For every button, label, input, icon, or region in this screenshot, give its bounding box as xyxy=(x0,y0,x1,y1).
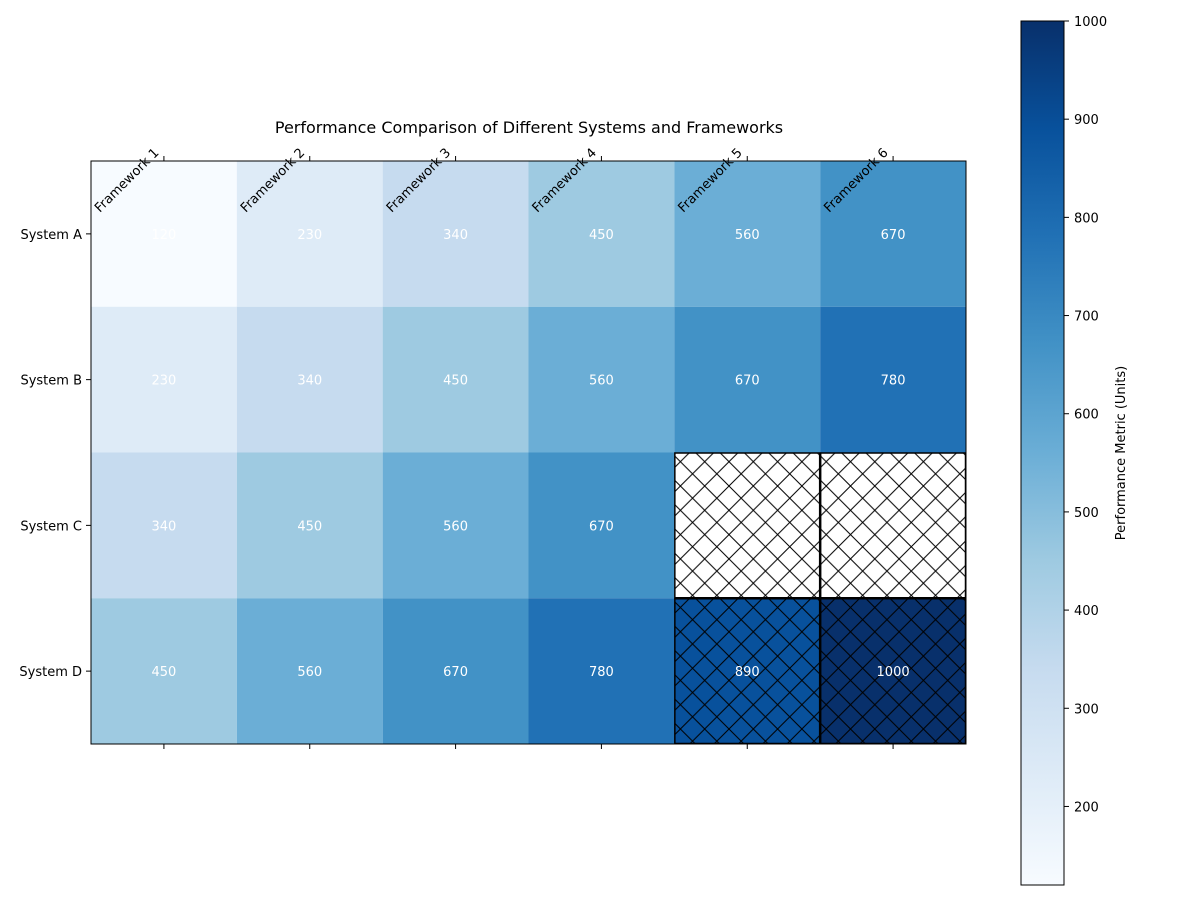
heatmap-cell xyxy=(91,161,237,307)
cell-value-label: 230 xyxy=(152,374,177,389)
hatched-cell-overlay xyxy=(819,452,967,599)
cell-value-label: 450 xyxy=(297,519,322,534)
cell-value-label: 230 xyxy=(297,228,322,243)
colorbar: 200 300 400 500 600 700 800 900 1000 Performance… xyxy=(1020,15,1129,886)
heatmap-cell xyxy=(382,306,529,453)
colorbar-tick-label: 200 xyxy=(1074,800,1099,815)
cell-value-label: 780 xyxy=(881,374,906,389)
colorbar-gradient xyxy=(1020,20,1065,886)
cell-value-label: 450 xyxy=(152,665,177,680)
heatmap-cell xyxy=(820,161,966,307)
cell-value-label: 670 xyxy=(589,519,614,534)
heatmap-cell xyxy=(382,161,529,307)
cell-value-label: 340 xyxy=(297,374,322,389)
heatmap-cell xyxy=(820,306,966,453)
chart-title: Performance Comparison of Different Syst… xyxy=(275,118,783,137)
colorbar-tick-label: 500 xyxy=(1074,506,1099,521)
heatmap-cell xyxy=(528,306,675,453)
heatmap-cell xyxy=(91,598,237,744)
heatmap-cell xyxy=(236,161,383,307)
colorbar-tick-label: 900 xyxy=(1074,113,1099,128)
cell-value-label: 560 xyxy=(735,228,760,243)
heatmap-cell xyxy=(528,598,675,744)
cell-value-label: 560 xyxy=(297,665,322,680)
cell-value-label: 560 xyxy=(589,374,614,389)
cell-value-label: 340 xyxy=(443,228,468,243)
y-tick-label: System D xyxy=(19,665,82,680)
heatmap-cell xyxy=(382,452,529,599)
colorbar-tick-label: 700 xyxy=(1074,310,1099,325)
y-tick-label: System C xyxy=(20,519,82,534)
y-tick-label: System B xyxy=(20,374,82,389)
cell-value-label: 890 xyxy=(735,665,760,680)
cell-value-label: 1000 xyxy=(877,665,910,680)
heatmap-cell xyxy=(91,306,237,453)
heatmap-cell xyxy=(236,452,383,599)
plot-frame xyxy=(90,160,967,745)
colorbar-ticks: 200 300 400 500 600 700 800 900 1000 xyxy=(1064,15,1107,815)
cell-value-label: 450 xyxy=(589,228,614,243)
heatmap-cells xyxy=(91,161,967,745)
colorbar-tick-label: 1000 xyxy=(1074,15,1107,30)
heatmap-cell-labels: 120 230 340 450 560 670 230 340 450 560 670 780 340 4… xyxy=(152,228,910,680)
colorbar-tick-label: 400 xyxy=(1074,604,1099,619)
cell-value-label: 670 xyxy=(443,665,468,680)
heatmap-cell xyxy=(236,306,383,453)
heatmap-cell xyxy=(382,598,529,744)
cell-value-label: 670 xyxy=(735,374,760,389)
cell-value-label: 670 xyxy=(881,228,906,243)
heatmap-cell xyxy=(528,452,675,599)
colorbar-label: Performance Metric (Units) xyxy=(1114,366,1129,540)
colorbar-tick-label: 300 xyxy=(1074,702,1099,717)
cell-value-label: 780 xyxy=(589,665,614,680)
cell-value-label: 120 xyxy=(152,228,177,243)
cell-value-label: 560 xyxy=(443,519,468,534)
heatmap-cell xyxy=(528,161,675,307)
hatched-cell-overlay xyxy=(819,598,967,745)
cell-value-label: 450 xyxy=(443,374,468,389)
heatmap-cell xyxy=(674,161,821,307)
colorbar-tick-label: 800 xyxy=(1074,211,1099,226)
hatched-cell-overlay xyxy=(674,452,821,599)
y-tick-label: System A xyxy=(20,228,82,243)
colorbar-tick-label: 600 xyxy=(1074,408,1099,423)
hatched-cell-overlay xyxy=(674,598,821,745)
heatmap-cell xyxy=(674,306,821,453)
heatmap-cell xyxy=(236,598,383,744)
heatmap-cell xyxy=(91,452,237,599)
cell-value-label: 340 xyxy=(152,519,177,534)
